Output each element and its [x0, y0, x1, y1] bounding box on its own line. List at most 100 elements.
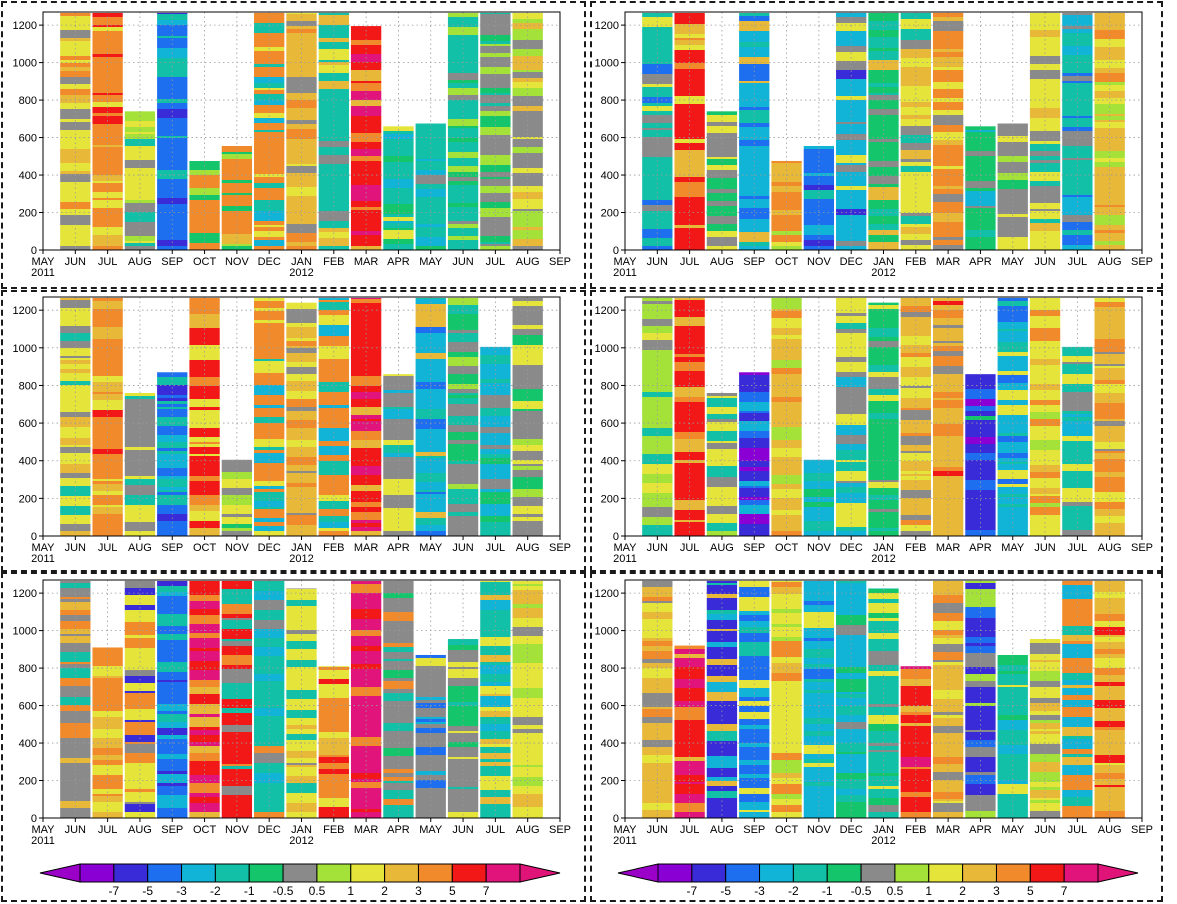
bar-band — [1094, 654, 1125, 658]
colorbar-label: -7 — [109, 884, 120, 898]
bar-band — [124, 403, 156, 411]
bar-band — [221, 193, 253, 195]
bar-band — [739, 116, 770, 123]
bar-band — [124, 773, 156, 782]
bar-band — [1094, 47, 1125, 54]
bar-band — [932, 89, 964, 94]
bar-band — [60, 103, 91, 106]
x-tick-label: SEP — [161, 542, 183, 554]
bar-band — [92, 145, 123, 147]
bar-band — [642, 216, 673, 221]
bar-band — [965, 132, 996, 142]
bar-band — [836, 715, 867, 720]
bar-band — [868, 618, 899, 621]
bar-band — [1062, 63, 1093, 73]
bar-band — [60, 801, 91, 804]
bar-band — [642, 703, 673, 707]
bar-band — [997, 703, 1028, 706]
bar-band — [932, 166, 964, 169]
bar-band — [1029, 698, 1061, 703]
bar-band — [60, 333, 91, 341]
bar-band — [674, 246, 705, 250]
x-tick-label: JUL — [680, 824, 700, 836]
bar-band — [92, 462, 123, 472]
bar-band — [350, 367, 382, 369]
bar-band — [480, 531, 511, 536]
bar-band — [932, 132, 964, 140]
bar-band — [642, 59, 673, 62]
bar-band — [1029, 41, 1061, 45]
bar-band — [124, 648, 156, 652]
bar-band — [157, 521, 188, 531]
bar-band — [92, 192, 123, 198]
bar-band — [1094, 435, 1125, 442]
bar-band — [447, 224, 479, 228]
bar-band — [92, 74, 123, 84]
bar-band — [771, 423, 802, 427]
bar-band — [92, 309, 123, 318]
bar-band — [318, 134, 349, 141]
bar-band — [965, 703, 996, 706]
bar-band — [60, 364, 91, 369]
bar-band — [447, 189, 479, 194]
bar-band — [1094, 149, 1125, 151]
bar-band — [221, 517, 253, 524]
bar-band — [92, 740, 123, 748]
bar-band — [512, 147, 543, 153]
bar-band — [286, 770, 317, 776]
bar-band — [1029, 754, 1061, 762]
bar-band — [254, 426, 285, 433]
bar-band — [318, 128, 349, 134]
bar-band — [674, 135, 705, 139]
bar-band — [706, 178, 738, 183]
bar-band — [383, 713, 414, 723]
bar-band — [221, 805, 253, 812]
colorbar-label: -7 — [687, 884, 698, 898]
bar-band — [60, 531, 91, 536]
bar-band — [447, 667, 479, 669]
bar-band — [189, 803, 220, 812]
bar-band — [512, 230, 543, 239]
bar-band — [706, 598, 738, 604]
bar-band — [965, 667, 996, 671]
bar-band — [286, 348, 317, 353]
bar-band — [286, 793, 317, 796]
bar-band — [512, 301, 543, 306]
bar-band — [771, 397, 802, 402]
bar-band — [415, 123, 446, 125]
bar-band — [932, 213, 964, 222]
bar-band — [286, 660, 317, 667]
bar-band — [1062, 222, 1093, 230]
bar-band — [157, 596, 188, 605]
bar-band — [836, 323, 867, 329]
colorbar-swatch — [792, 863, 828, 883]
y-tick-label: 1200 — [13, 588, 37, 600]
bar-band — [480, 352, 511, 355]
bar-band — [642, 517, 673, 525]
bar-band — [674, 371, 705, 381]
x-tick-label: FEB — [323, 824, 344, 836]
bar-band — [836, 698, 867, 704]
bar-band — [965, 435, 996, 437]
bar-band — [512, 618, 543, 621]
x-tick-label: AUG — [1098, 542, 1122, 554]
x-year-label: 2012 — [871, 553, 895, 565]
bar-band — [836, 763, 867, 773]
x-tick-label: FEB — [905, 256, 926, 268]
bar-band — [383, 604, 414, 608]
bar-band — [350, 34, 382, 40]
bar-band — [254, 736, 285, 746]
bar-band — [803, 628, 835, 638]
bar-band — [997, 127, 1028, 136]
bar-band — [1062, 650, 1093, 658]
bar-band — [965, 451, 996, 453]
bar-band — [1094, 12, 1125, 20]
bar-band — [92, 491, 123, 495]
bar-band — [480, 244, 511, 246]
bar-band — [674, 143, 705, 150]
bar-band — [642, 709, 673, 717]
bar-band — [318, 325, 349, 330]
x-tick-label: JUL — [486, 256, 506, 268]
bar-band — [642, 319, 673, 326]
bar-band — [286, 381, 317, 391]
